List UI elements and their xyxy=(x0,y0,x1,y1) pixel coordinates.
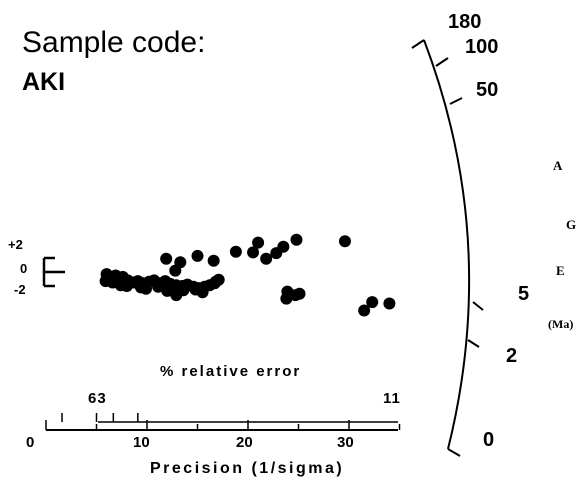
arc-unit-label: (Ma) xyxy=(548,317,573,331)
x-tick-0: 0 xyxy=(26,434,34,451)
data-points xyxy=(99,233,396,317)
data-point xyxy=(280,292,293,305)
data-point xyxy=(134,281,147,294)
arc-title-letter-e: E xyxy=(556,263,565,278)
data-point xyxy=(209,275,222,288)
data-point xyxy=(290,233,303,246)
age-arc xyxy=(423,39,471,450)
arc-tick-180: 180 xyxy=(448,11,481,33)
age-arc-ticks xyxy=(411,39,484,457)
x-axis-label: Precision (1/sigma) xyxy=(150,460,344,477)
rel-error-tick-label-11: 11 xyxy=(383,390,401,407)
arc-title-letter-a: A xyxy=(553,158,563,173)
rel-error-ticks xyxy=(61,413,139,422)
x-tick-10: 10 xyxy=(133,434,150,451)
y-scale-tick-plus2: +2 xyxy=(8,237,23,252)
y-scale-tick-minus2: -2 xyxy=(14,282,26,297)
data-point xyxy=(252,236,265,249)
y-scale-bar xyxy=(42,256,65,288)
rel-error-label: % relative error xyxy=(160,363,301,380)
y-scale-tick-0: 0 xyxy=(20,261,27,276)
arc-tick-0: 0 xyxy=(483,429,494,451)
x-tick-20: 20 xyxy=(236,434,253,451)
data-point xyxy=(191,249,204,262)
arc-tick-100: 100 xyxy=(465,36,498,58)
data-point xyxy=(247,246,260,259)
data-point xyxy=(229,245,242,258)
data-point xyxy=(152,280,165,293)
rel-error-tick-label-63: 63 xyxy=(88,390,107,407)
arc-tick-5: 5 xyxy=(518,283,529,305)
data-point xyxy=(160,252,173,265)
data-point xyxy=(289,289,302,302)
data-point xyxy=(338,235,351,248)
data-point xyxy=(114,279,127,292)
data-point xyxy=(207,254,220,267)
arc-tick-2: 2 xyxy=(506,345,517,367)
chart-title-line2: AKI xyxy=(22,68,65,96)
arc-tick-50: 50 xyxy=(476,79,498,101)
data-point xyxy=(260,252,273,265)
data-point xyxy=(383,297,396,310)
arc-title-letter-g: G xyxy=(566,217,576,232)
data-point xyxy=(196,286,209,299)
x-axis-ticks xyxy=(45,420,401,430)
data-point xyxy=(366,296,379,309)
data-point xyxy=(270,247,283,260)
data-point xyxy=(161,284,174,297)
data-point xyxy=(358,304,371,317)
chart-title-line1: Sample code: xyxy=(22,26,205,59)
x-tick-30: 30 xyxy=(337,434,354,451)
data-point xyxy=(169,264,182,277)
data-point xyxy=(177,284,190,297)
